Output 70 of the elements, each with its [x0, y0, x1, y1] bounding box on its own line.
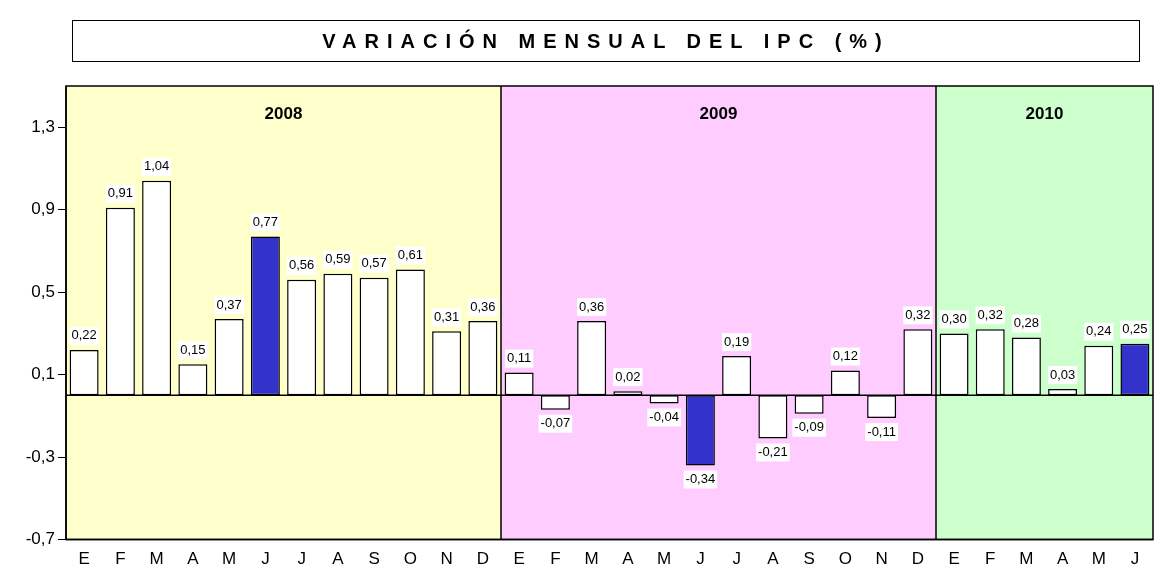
y-tick-label: -0,7 [25, 529, 55, 549]
x-tick-label: D [476, 549, 490, 569]
x-tick-label: J [297, 549, 306, 569]
text: VARIACIÓN MENSUAL DEL IPC (%) [72, 20, 1140, 62]
y-tick-label: 1,3 [31, 116, 55, 136]
x-tick-label: F [115, 549, 126, 569]
x-tick-label: A [1056, 549, 1069, 569]
x-tick-label: A [187, 549, 200, 569]
x-tick-label: S [803, 549, 815, 569]
data-label: 0,37 [216, 296, 242, 312]
x-tick-label: J [1130, 549, 1140, 569]
x-tick-label: D [911, 549, 925, 569]
y-tick-label: 0,9 [31, 199, 55, 219]
data-label: 0,22 [71, 327, 97, 343]
x-tick-label: S [368, 549, 380, 569]
x-tick-label: E [948, 549, 960, 569]
data-label: 0,03 [1049, 366, 1076, 382]
data-label: -0,09 [794, 419, 824, 435]
data-label: 0,12 [832, 348, 859, 364]
data-label: -0,04 [649, 409, 679, 425]
data-label: 0,02 [615, 368, 641, 384]
data-label: 0,77 [252, 214, 279, 230]
data-label: 0,11 [506, 350, 532, 366]
band-label: 2010 [1025, 103, 1064, 123]
band-label: 2009 [699, 103, 738, 123]
x-tick-label: M [222, 549, 237, 569]
x-tick-label: N [440, 549, 453, 569]
data-label: 0,36 [578, 298, 605, 314]
x-tick-label: F [985, 549, 996, 569]
x-tick-label: J [696, 549, 705, 569]
x-tick-label: A [332, 549, 345, 569]
data-label: 0,15 [180, 341, 206, 357]
data-label: 0,32 [977, 306, 1003, 322]
data-label: 0,61 [397, 247, 424, 263]
x-tick-label: M [584, 549, 599, 569]
x-tick-label: J [732, 549, 741, 569]
data-label: 0,59 [325, 251, 351, 267]
data-label: 0,56 [288, 257, 315, 273]
data-label: -0,34 [685, 470, 716, 486]
data-label: 0,19 [723, 333, 750, 349]
y-tick-label: -0,3 [25, 446, 55, 466]
data-label: 0,91 [107, 185, 134, 201]
data-label: 0,24 [1086, 323, 1112, 339]
x-tick-label: E [78, 549, 90, 569]
data-label: 0,57 [361, 255, 387, 271]
band-label: 2008 [264, 103, 303, 123]
x-tick-label: E [513, 549, 525, 569]
x-tick-label: M [1019, 549, 1034, 569]
data-label: 0,36 [470, 298, 496, 314]
x-tick-label: N [875, 549, 888, 569]
data-label: 0,25 [1122, 321, 1148, 337]
x-tick-label: A [767, 549, 780, 569]
y-tick-label: 0,1 [31, 364, 55, 384]
data-label: -0,07 [540, 415, 571, 431]
data-label: 0,30 [941, 311, 967, 326]
x-tick-label: M [149, 549, 164, 569]
x-tick-label: M [657, 549, 672, 569]
data-label: 0,32 [905, 306, 931, 322]
data-label: -0,21 [758, 444, 788, 460]
x-tick-label: O [838, 549, 852, 569]
x-tick-label: J [261, 549, 270, 569]
data-label: 0,31 [433, 308, 460, 324]
y-tick-label: 0,5 [31, 281, 55, 301]
data-label: -0,11 [867, 423, 896, 439]
x-tick-label: A [622, 549, 635, 569]
x-tick-label: M [1091, 549, 1106, 569]
x-tick-label: O [403, 549, 417, 569]
x-tick-label: F [550, 549, 561, 569]
data-label: 0,28 [1013, 315, 1040, 331]
data-label: 1,04 [143, 158, 170, 174]
